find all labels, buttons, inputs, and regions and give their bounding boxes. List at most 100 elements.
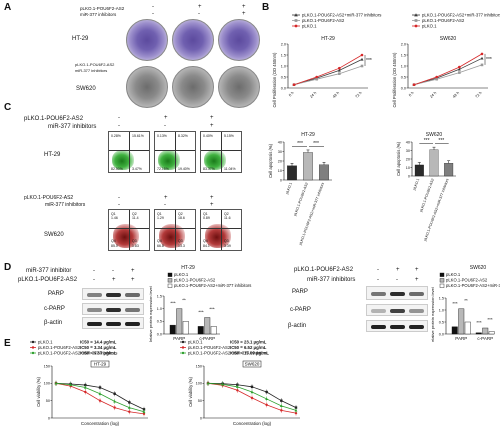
d-r-band-label-parp: PARP bbox=[292, 289, 308, 295]
c-bar-right-title: SW620 bbox=[426, 132, 443, 138]
b-right-ytick-label-1: 0.5 bbox=[401, 75, 406, 79]
b-right-point-0-2 bbox=[457, 67, 461, 71]
e-right-point-0-5 bbox=[280, 399, 283, 402]
panel-label-a: A bbox=[4, 2, 12, 13]
c-ht29-q4-value-3: 11.04% bbox=[224, 167, 236, 171]
d-bar-left-legend-swatch-2 bbox=[167, 283, 173, 288]
e-left-point-2-2 bbox=[83, 385, 87, 389]
panel-label-b: B bbox=[262, 2, 270, 13]
e-left-legend-ic50-0: IC50 = 14.4 μg/mL bbox=[80, 340, 117, 345]
c-sw620-q4-value-1: 85.0 bbox=[111, 244, 118, 248]
b-left-point-0-3 bbox=[360, 57, 364, 61]
d-rsign-1-1: - bbox=[377, 267, 379, 273]
d-blot-actin-sw620 bbox=[366, 320, 428, 332]
e-right-point-0-6 bbox=[294, 406, 298, 409]
c-bar-left-xtick-label-1: pLKO.1-POU6F2-AS2 bbox=[293, 182, 309, 217]
b-right-xtick-label-2: 48 h bbox=[452, 91, 460, 99]
d-blot-parp-ht29 bbox=[82, 288, 144, 300]
d-bar-left-bar-0-0 bbox=[169, 324, 176, 335]
d-bar-right-legend-text-1: pLKO.1-POU6F2-AS2 bbox=[446, 278, 488, 283]
e-left-legend-ic50-2: IC50 = 9.67 μg/mL bbox=[80, 351, 117, 356]
c-sign-2-2: - bbox=[164, 123, 166, 129]
c-sign-1-1: - bbox=[118, 115, 120, 121]
e-left-legend-marker-1 bbox=[31, 346, 35, 349]
e-right-point-2-5 bbox=[279, 404, 283, 407]
c-ht29-gate-v-2 bbox=[175, 132, 176, 172]
e-right-legend-ic50-0: IC50 = 23.1 μg/mL bbox=[230, 340, 267, 345]
c-bar-right-ytick-label-2: 20 bbox=[406, 157, 410, 161]
b-legend-right-marker-0 bbox=[414, 13, 418, 17]
c-sign-3-1: - bbox=[118, 195, 120, 201]
c-sw620-q4-value-3: 84.1 bbox=[203, 244, 210, 248]
b-right-xtick-label-1: 24 h bbox=[429, 91, 437, 99]
c-sign-3-3: + bbox=[210, 195, 214, 201]
b-left-ylabel: Cell Proliferation (OD 450nm) bbox=[272, 52, 277, 108]
c-bar-right-ytick-label-0: 0 bbox=[408, 174, 410, 178]
c-bar-right-bar-2 bbox=[444, 163, 454, 177]
d-bar-right-xtick-label-0: PARP bbox=[455, 336, 467, 341]
b-left-point-2-2 bbox=[338, 66, 341, 70]
c-ht29-flow-plot-2: 0.13% 8.32% 72.15% 19.40% bbox=[154, 131, 196, 173]
c-row2-label: miR-377 inhibitors bbox=[48, 124, 97, 130]
d-band-label-cparp: c-PARP bbox=[44, 306, 65, 312]
b-legend-left-text-0: pLKO.1-POU6F2-AS2+miR-377 inhibitors bbox=[302, 13, 381, 18]
c-ht29-gate-h-1 bbox=[109, 150, 149, 151]
e-left-tag-box bbox=[90, 360, 110, 368]
d-bar-left-ylabel: Relative protein expression level bbox=[148, 286, 153, 342]
e-right-ytick-label-3: 150 bbox=[196, 364, 202, 368]
b-legend-left-text-2: pLKO.1 bbox=[302, 24, 317, 29]
d-bar-left-ytick-label-2: 1.0 bbox=[157, 307, 162, 311]
c-sw620-q3-value-2: 13.3 bbox=[178, 244, 185, 248]
b-proliferation-charts: pLKO.1-POU6F2-AS2+miR-377 inhibitors pLKO… bbox=[272, 13, 500, 108]
c-bar-right-bar-1 bbox=[429, 149, 439, 177]
e-dose-response-charts: pLKO.1 IC50 = 14.4 μg/mLpLKO.1-POU6F2-AS2… bbox=[30, 340, 300, 426]
c-sw620-gate-h-2 bbox=[155, 228, 195, 229]
panel-label-c: C bbox=[4, 102, 12, 113]
c-ht29-cell-cloud-1 bbox=[112, 150, 134, 170]
a-cell-line-sw620: SW620 bbox=[76, 86, 96, 92]
c-bar-left-xtick-label-0: pLKO.1 bbox=[285, 182, 293, 195]
d-bar-right-bar-0-1 bbox=[458, 308, 465, 335]
d-bar-right-sig-b-1: *** bbox=[487, 317, 493, 322]
d-bar-right-bar-0-0 bbox=[451, 326, 458, 335]
d-bar-left-sig-b-0: ** bbox=[182, 298, 186, 303]
b-left-ytick-label-2: 1.0 bbox=[281, 64, 286, 68]
c-sw620-q3-value-3: 3.39 bbox=[224, 244, 231, 248]
c-sign-1-2: + bbox=[164, 115, 168, 121]
d-bar-right-sig-a-1: *** bbox=[476, 320, 482, 325]
d-sign-1-2: - bbox=[112, 268, 114, 274]
c-sign-4-2: - bbox=[164, 202, 166, 208]
c-bar-left-ytick-label-0: 0 bbox=[280, 178, 282, 182]
a-sign-1-1: - bbox=[152, 4, 154, 10]
c-bar-right-xtick-label-0: pLKO.1 bbox=[412, 178, 420, 191]
b-left-xtick-label-3: 72 h bbox=[355, 91, 363, 99]
d-bar-left-legend-text-2: pLKO.1-POU6F2-AS2+miR-377 inhibitors bbox=[174, 283, 251, 288]
e-right-legend-name-0: pLKO.1 bbox=[188, 340, 203, 345]
b-legend-left-marker-2 bbox=[294, 24, 298, 28]
c-sw620-q2-label-2: Q2 bbox=[178, 212, 183, 216]
a-row3-label: pLKO.1-POU6F2-AS2 bbox=[75, 62, 115, 67]
c-sw620-q2-label-1: Q2 bbox=[132, 212, 137, 216]
b-left-point-0-2 bbox=[337, 68, 341, 72]
b-right-point-1-1 bbox=[435, 77, 438, 81]
d-bar-left-bar-0-2 bbox=[182, 321, 189, 335]
d-bar-left-ytick-label-1: 0.5 bbox=[157, 320, 162, 324]
c-bar-left-ytick-label-1: 10 bbox=[278, 169, 282, 173]
c-ht29-q3-value-1: 82.50% bbox=[111, 167, 123, 171]
c-sw620-gate-v-3 bbox=[221, 210, 222, 250]
d-bar-right-legend-text-2: pLKO.1-POU6F2-AS2+miR-377 inhibitors bbox=[446, 283, 500, 288]
d-bar-right-sig-a-0: *** bbox=[452, 301, 458, 306]
e-right-point-1-2 bbox=[236, 389, 239, 392]
e-left-point-2-6 bbox=[142, 410, 146, 413]
b-right-point-2-2 bbox=[458, 65, 461, 69]
c-sw620-flow-plot-3: Q1 0.89 Q2 11.6 Q4 84.1 Q3 3.39 bbox=[200, 209, 242, 251]
d-bar-left-bar-1-0 bbox=[197, 326, 204, 335]
c-bar-left-ytick-label-4: 40 bbox=[278, 140, 282, 144]
d-sign-1-3: + bbox=[131, 268, 135, 274]
e-right-tag: SW620 bbox=[245, 362, 260, 367]
d-right-row2-label: miR-377 inhibitors bbox=[307, 277, 356, 283]
d-bar-left-sig-b-1: *** bbox=[209, 307, 215, 312]
e-right-ytick-label-2: 100 bbox=[196, 382, 202, 386]
e-left-point-2-5 bbox=[127, 406, 131, 409]
c-cell-line-sw620: SW620 bbox=[44, 232, 64, 238]
